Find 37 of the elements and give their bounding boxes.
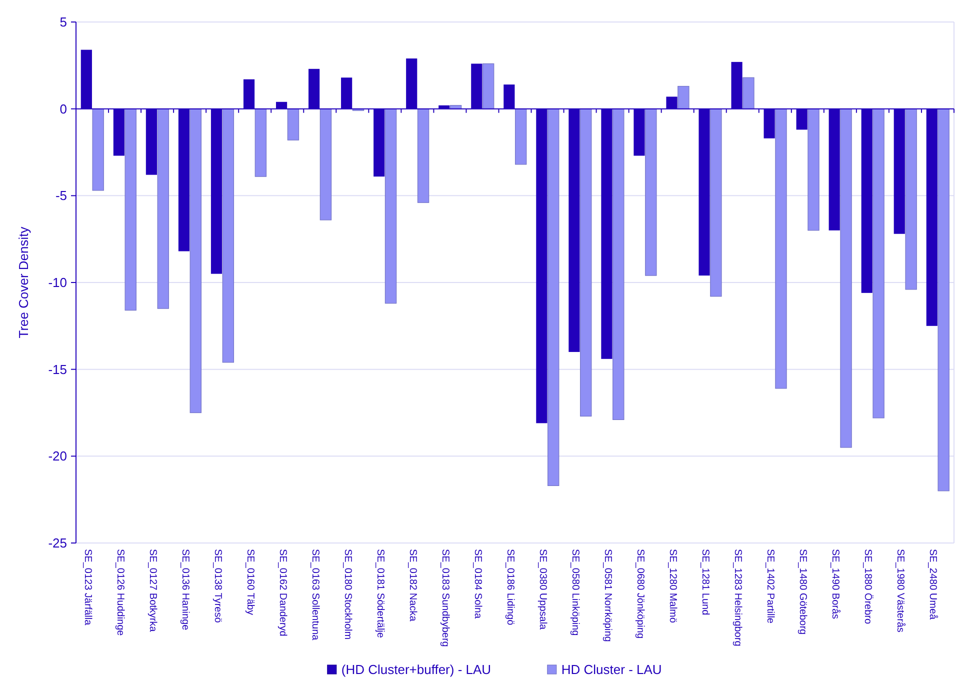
legend-label: HD Cluster - LAU	[561, 662, 662, 677]
x-tick-label: SE_0580 Linköping	[570, 549, 581, 636]
x-tick-label: SE_0163 Sollentuna	[309, 549, 320, 641]
y-tick-label: 5	[60, 14, 67, 30]
x-tick-label: SE_0184 Solna	[472, 549, 483, 619]
x-tick-label: SE_0162 Danderyd	[276, 549, 288, 636]
x-tick-label: SE_0181 Södertälje	[374, 549, 386, 638]
x-tick-label: SE_0180 Stockholm	[342, 549, 353, 640]
x-tick-label: SE_0127 Botkyrka	[146, 549, 158, 632]
x-tick-label: SE_2480 Umeå	[927, 549, 940, 620]
x-tick-label: SE_0186 Lidingö	[504, 549, 516, 626]
x-tick-label: SE_1980 Västerås	[894, 549, 907, 632]
x-tick-label: SE_0581 Norrköping	[602, 549, 614, 642]
x-tick-label: SE_1283 Helsingborg	[732, 549, 744, 646]
y-tick-label: -5	[55, 188, 67, 204]
x-tick-label: SE_1281 Lund	[700, 549, 711, 616]
y-tick-label: -20	[48, 448, 67, 464]
x-tick-label: SE_1880 Örebro	[862, 549, 874, 624]
y-axis-title: Tree Cover Density	[16, 226, 31, 338]
legend-label: (HD Cluster+buffer) - LAU	[341, 662, 492, 677]
x-tick-label: SE_1402 Partille	[764, 549, 776, 624]
y-tick-label: -15	[48, 362, 67, 377]
x-tick-label: SE_0183 Sundbyberg	[439, 549, 450, 647]
x-tick-label: SE_0680 Jönköping	[634, 549, 646, 639]
x-tick-label: SE_0138 Tyresö	[212, 549, 223, 624]
x-tick-label: SE_0160 Täby	[244, 549, 256, 615]
y-tick-label: 0	[60, 101, 67, 116]
x-tick-label: SE_0123 Järfälla	[82, 549, 93, 626]
x-tick-label: SE_0380 Uppsala	[537, 549, 548, 630]
x-tick-label: SE_0182 Nacka	[406, 549, 418, 622]
x-tick-label: SE_1490 Borås	[830, 549, 842, 620]
y-tick-label: -25	[48, 536, 67, 551]
y-tick-label: -10	[48, 275, 67, 290]
x-tick-label: SE_1480 Göteborg	[797, 549, 808, 635]
x-tick-label: SE_0136 Haninge	[179, 549, 190, 631]
x-tick-label: SE_1280 Malmö	[667, 549, 678, 624]
x-tick-label: SE_0126 Huddinge	[114, 549, 126, 636]
